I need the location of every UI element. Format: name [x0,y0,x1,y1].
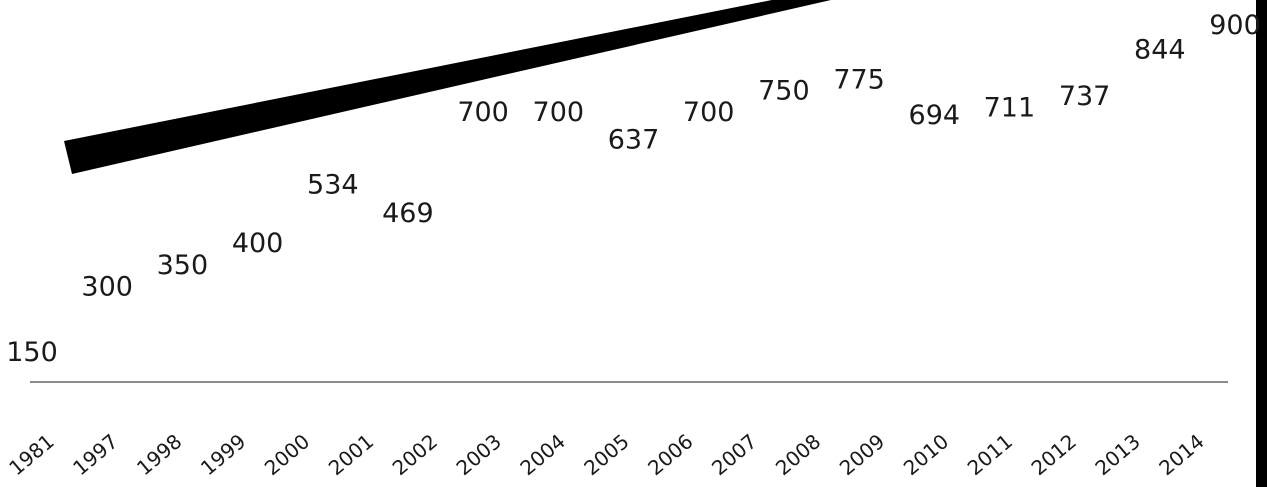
data-label: 694 [909,100,961,131]
x-tick-label: 2013 [1090,429,1144,480]
data-label: 737 [1059,81,1111,112]
x-tick-label: 1997 [68,429,122,480]
data-label: 700 [457,97,509,128]
right-edge-border [1256,0,1267,487]
data-label: 400 [232,228,284,259]
x-tick-label: 2010 [899,429,953,480]
data-label: 711 [984,92,1036,123]
data-label: 844 [1134,34,1186,65]
x-tick-label: 2005 [579,429,633,480]
x-tick-label: 2003 [452,429,506,480]
data-label: 700 [683,97,735,128]
data-label: 300 [81,272,133,303]
x-tick-label: 2009 [835,429,889,480]
x-tick-label: 2002 [388,429,442,480]
data-label: 750 [758,75,810,106]
x-tick-label: 2000 [260,429,314,480]
x-axis-tick-labels: 1981 1997 1998 1999 2000 2001 2002 2003 2004 2005… [4,429,1208,480]
data-label: 637 [608,125,660,156]
data-label: 700 [533,97,585,128]
data-label: 534 [307,170,359,201]
x-tick-label: 2007 [707,429,761,480]
x-tick-label: 1998 [132,429,186,480]
x-tick-label: 2001 [324,429,378,480]
data-labels: 150 300 350 400 534 469 700 700 637 700 750 775 694 7… [6,10,1261,368]
data-label: 775 [833,65,885,96]
x-tick-label: 2008 [771,429,825,480]
x-tick-label: 1999 [196,429,250,480]
redaction-bar [64,0,831,174]
data-label: 350 [157,250,209,281]
x-tick-label: 1981 [4,429,58,480]
data-label: 150 [6,337,58,368]
x-tick-label: 2014 [1154,429,1208,480]
x-tick-label: 2012 [1027,429,1081,480]
data-label: 469 [382,198,434,229]
x-tick-label: 2006 [643,429,697,480]
x-tick-label: 2011 [963,429,1017,480]
x-tick-label: 2004 [515,429,569,480]
data-label: 900 [1209,10,1261,41]
